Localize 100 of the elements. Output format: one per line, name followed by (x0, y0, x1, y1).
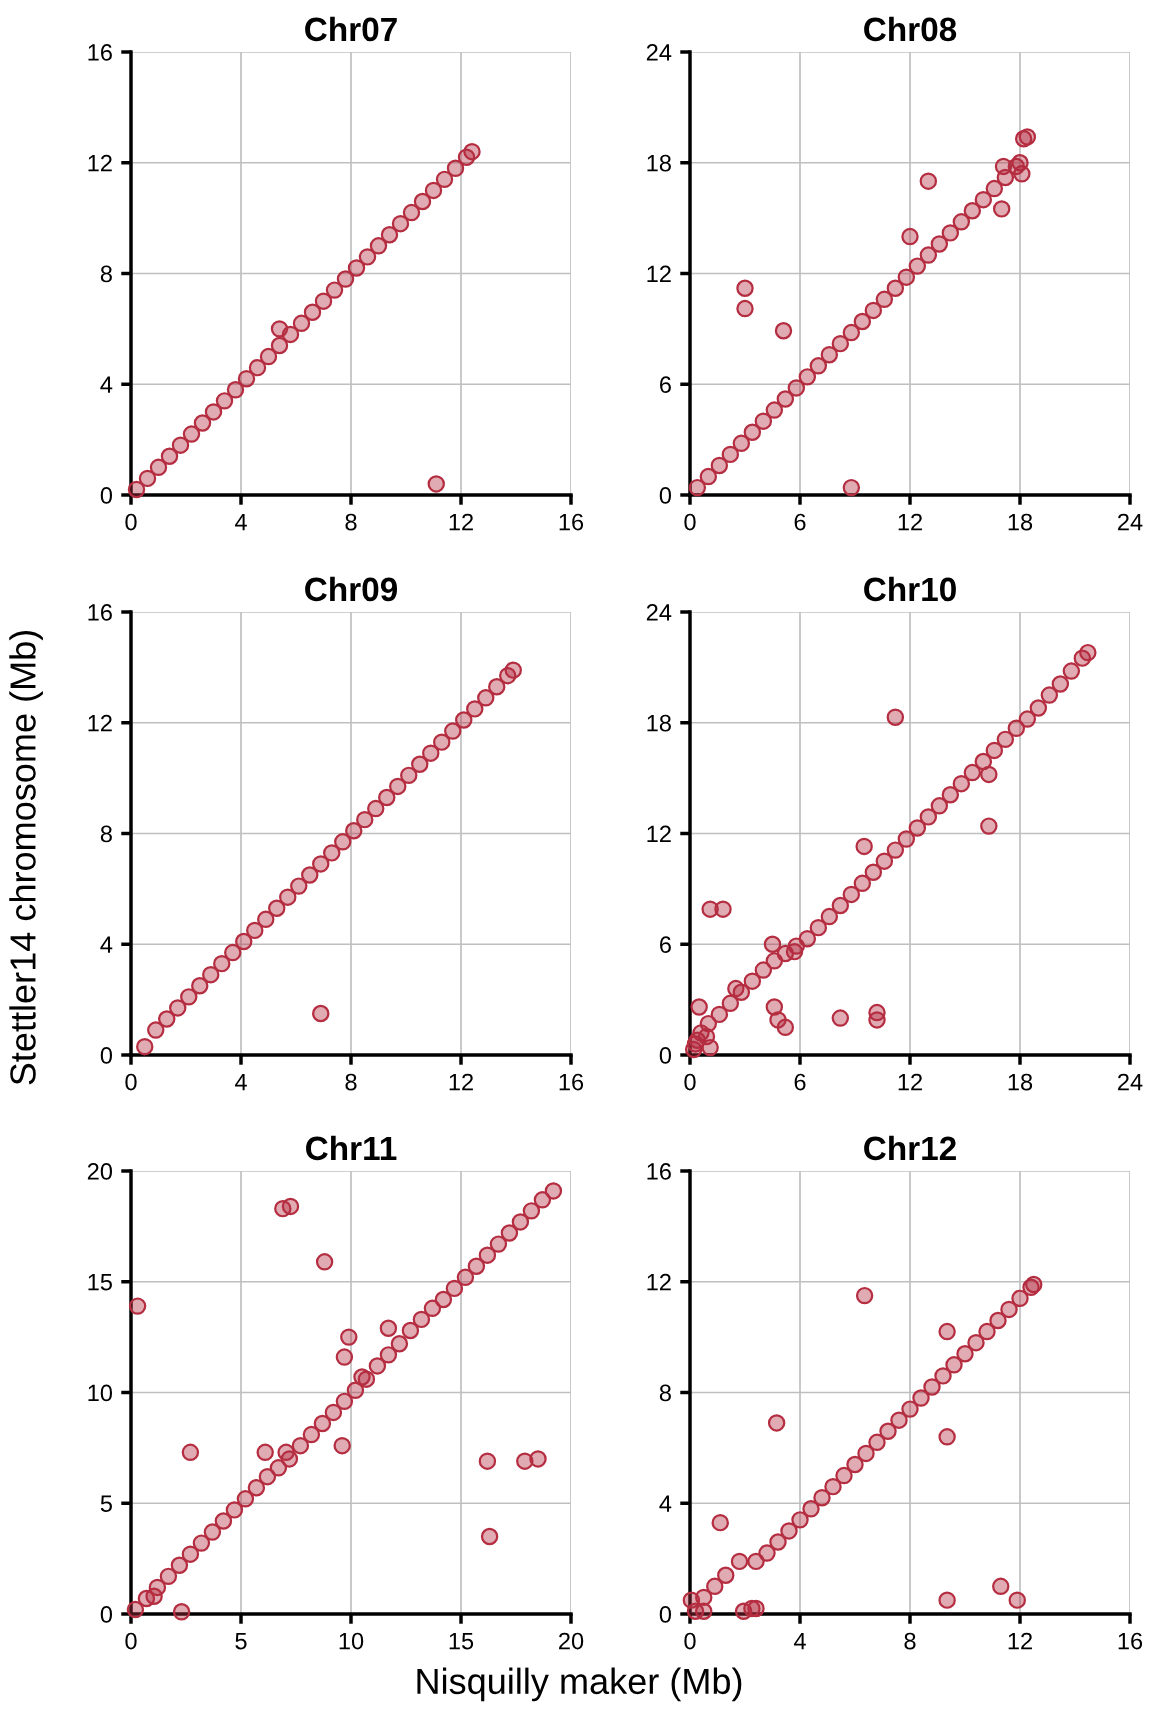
point (985, 741, 1004, 760)
x-tick-label: 16 (559, 513, 584, 531)
point (714, 900, 732, 918)
y-tick-label: 4 (659, 1495, 672, 1512)
point (1000, 1300, 1018, 1319)
point (136, 1037, 154, 1056)
point (923, 1378, 941, 1396)
point (996, 730, 1015, 749)
point (313, 1414, 332, 1433)
point (500, 1224, 519, 1242)
point (930, 797, 949, 815)
point (333, 1436, 351, 1455)
point (181, 1443, 200, 1462)
x-tick-label: 12 (1008, 1632, 1032, 1650)
point (522, 1202, 541, 1220)
point (710, 456, 729, 475)
point (269, 1459, 288, 1477)
y-tick-label: 0 (100, 1047, 113, 1064)
x-tick-label: 15 (449, 1632, 474, 1650)
x-tick-label: 4 (234, 513, 247, 531)
point (798, 368, 817, 386)
point (391, 214, 410, 233)
point (128, 1297, 147, 1315)
y-tick-label: 0 (659, 1606, 672, 1623)
point (290, 877, 308, 895)
point (901, 227, 919, 246)
point (886, 279, 905, 297)
y-tick-label: 5 (100, 1495, 112, 1513)
point (820, 346, 839, 364)
point (488, 678, 506, 696)
point (967, 1333, 985, 1352)
point (992, 200, 1011, 218)
point (302, 1425, 321, 1444)
point (938, 1591, 956, 1609)
y-tick-label: 0 (659, 1047, 672, 1064)
point (855, 1286, 874, 1305)
point (730, 1552, 749, 1571)
y-tick-label: 0 (100, 1606, 113, 1623)
point (686, 1035, 705, 1053)
point (831, 896, 850, 915)
point (353, 1368, 371, 1386)
point (868, 1433, 886, 1452)
x-tick-label: 4 (793, 1632, 806, 1650)
point (785, 942, 804, 961)
point (769, 1533, 787, 1551)
y-tick-label: 20 (87, 1163, 113, 1180)
point (367, 799, 385, 818)
point (181, 1545, 200, 1563)
y-tick-label: 8 (100, 265, 112, 283)
y-tick-label: 4 (100, 936, 113, 953)
point (992, 1577, 1010, 1596)
point (706, 1577, 724, 1596)
point (192, 1534, 211, 1552)
point (1008, 1591, 1026, 1609)
point (203, 1523, 222, 1541)
point (1040, 686, 1059, 704)
point (336, 270, 355, 288)
point (776, 390, 795, 408)
point (710, 1005, 729, 1024)
point (214, 1512, 233, 1530)
point (864, 863, 883, 881)
y-tick-label: 18 (647, 154, 671, 172)
y-tick-label: 16 (88, 44, 112, 61)
y-tick-label: 12 (647, 825, 671, 843)
x-tick-label: 24 (1118, 513, 1143, 531)
point (1029, 699, 1048, 717)
point (732, 434, 751, 453)
point (857, 1444, 875, 1463)
point (422, 744, 440, 762)
point (820, 907, 839, 926)
y-tick-label: 16 (88, 604, 112, 621)
point (886, 708, 905, 726)
point (340, 1328, 358, 1346)
point (224, 943, 242, 962)
point (701, 1038, 719, 1057)
point (444, 722, 462, 740)
point (875, 852, 894, 870)
point (334, 833, 352, 851)
point (695, 1602, 713, 1620)
point (824, 1477, 842, 1496)
point (172, 1603, 191, 1621)
point (855, 837, 873, 856)
point (379, 1319, 398, 1337)
point (489, 1235, 508, 1253)
point (434, 1290, 453, 1309)
x-tick-label: 8 (345, 513, 357, 531)
point (411, 755, 429, 773)
point (1062, 662, 1081, 680)
point (774, 322, 793, 340)
point (400, 766, 418, 785)
point (897, 830, 916, 848)
point (963, 763, 982, 782)
point (356, 810, 374, 829)
point (455, 711, 473, 729)
point (842, 323, 861, 342)
x-tick-label: 12 (449, 513, 473, 531)
x-tick-label: 12 (898, 1073, 922, 1091)
point (202, 965, 220, 984)
x-tick-label: 5 (235, 1632, 247, 1650)
point (875, 290, 894, 309)
